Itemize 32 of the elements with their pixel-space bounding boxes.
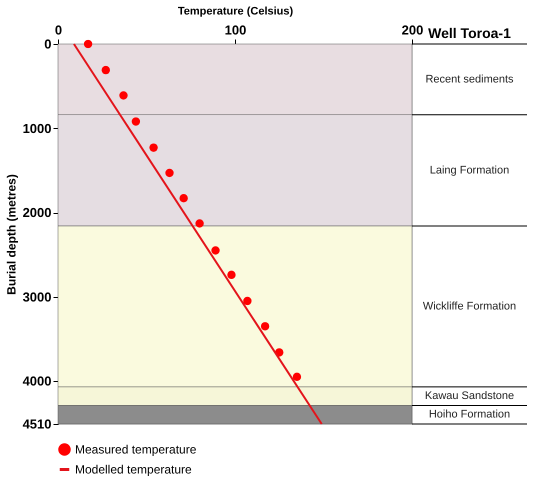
- band-label: Laing Formation: [430, 164, 510, 176]
- y-tick-label: 3000: [22, 289, 52, 304]
- legend-label: Measured temperature: [75, 442, 197, 456]
- band-label: Recent sediments: [425, 73, 514, 86]
- x-tick-label: 200: [402, 22, 424, 38]
- point: [243, 296, 252, 306]
- y-tick-label: 1000: [22, 120, 52, 136]
- point: [260, 322, 270, 330]
- point: [149, 143, 158, 152]
- text: Well Toroa-1: [428, 25, 512, 41]
- point: [179, 194, 188, 202]
- point: [227, 270, 236, 280]
- y-tick-label: 0: [44, 36, 52, 52]
- band-label: Wickliffe Formation: [422, 300, 516, 312]
- point: [165, 168, 174, 178]
- y-axis-title: Burial depth (metres): [4, 174, 19, 295]
- x-axis-title: Temperature (Celsius): [178, 6, 294, 18]
- y-tick-label: 2000: [22, 205, 52, 220]
- band-label: Hoiho Formation: [428, 408, 510, 421]
- point: [119, 91, 128, 100]
- point: [195, 219, 204, 228]
- band-label: Kawau Sandstone: [424, 390, 514, 402]
- x-tick-label: 0: [54, 22, 62, 38]
- point: [84, 40, 92, 48]
- legend-label: Modelled temperature: [75, 462, 192, 476]
- point: [102, 66, 110, 74]
- point: [132, 117, 140, 126]
- point: [292, 372, 302, 381]
- point: [211, 246, 220, 255]
- y-tick-label: 4000: [22, 374, 52, 389]
- x-tick-label: 100: [224, 22, 246, 38]
- y-tick-label: 4510: [22, 416, 52, 432]
